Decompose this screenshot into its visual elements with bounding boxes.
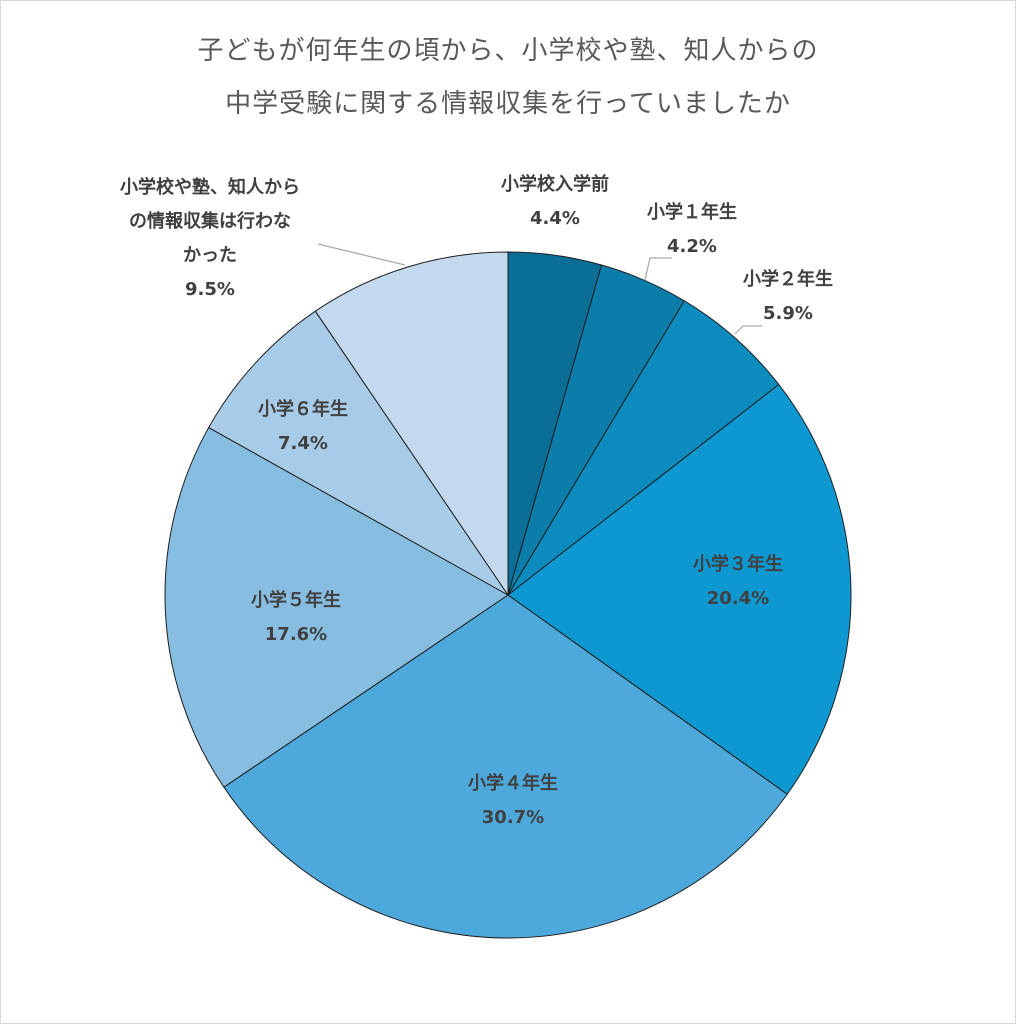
leader-line-2 — [644, 257, 672, 281]
slice-label-8-line-3: かった — [183, 245, 237, 266]
pie-slice-7 — [207, 310, 509, 596]
slice-value-6: 17.6% — [265, 624, 327, 645]
pie-slice-8 — [314, 251, 509, 597]
slice-label-7: 小学６年生 — [258, 398, 348, 420]
chart-title-line-2: 中学受験に関する情報収集を行っていましたか — [225, 89, 791, 119]
slice-label-2: 小学１年生 — [647, 201, 737, 223]
slice-value-1: 4.4% — [530, 208, 580, 229]
slice-label-8-line-2: の情報収集は行わな — [129, 210, 291, 232]
slice-value-8: 9.5% — [185, 279, 235, 300]
slice-label-6: 小学５年生 — [251, 589, 341, 611]
slice-value-4: 20.4% — [707, 588, 769, 609]
slice-label-4: 小学３年生 — [693, 553, 783, 575]
pie-slice-5 — [223, 594, 788, 939]
slice-label-8-line-1: 小学校や塾、知人から — [120, 176, 300, 198]
slice-value-7: 7.4% — [278, 433, 328, 454]
leader-line-8 — [317, 243, 406, 266]
slice-label-5: 小学４年生 — [468, 772, 558, 794]
slice-value-2: 4.2% — [667, 236, 717, 257]
slice-label-1: 小学校入学前 — [501, 173, 609, 195]
slice-label-3: 小学２年生 — [743, 268, 833, 290]
pie-slice-6 — [164, 426, 509, 788]
leader-line-3 — [734, 325, 762, 335]
slice-value-3: 5.9% — [763, 303, 813, 324]
slice-value-5: 30.7% — [482, 807, 544, 828]
chart-title-line-1: 子どもが何年生の頃から、小学校や塾、知人からの — [197, 36, 819, 66]
pie-slice-4 — [507, 383, 852, 795]
pie-slice-3 — [507, 300, 780, 596]
